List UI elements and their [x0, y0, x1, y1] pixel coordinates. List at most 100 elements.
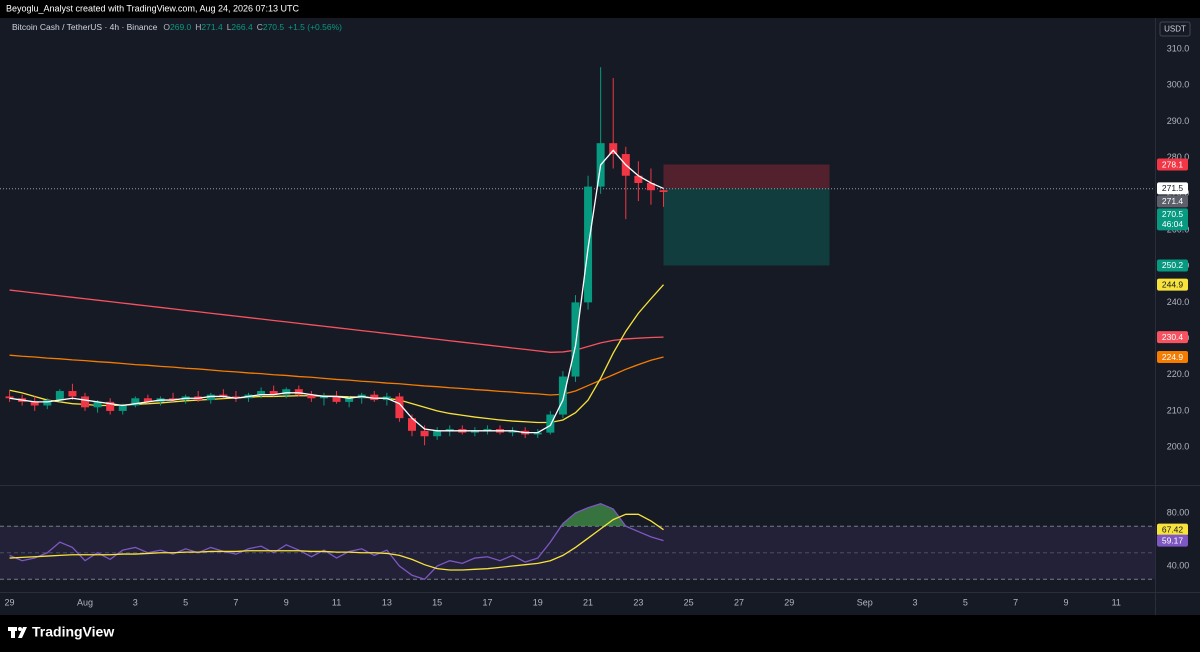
x-tick-label: 5	[183, 597, 188, 607]
brand: TradingView	[32, 624, 114, 640]
target-zone	[663, 188, 830, 266]
candle-body	[659, 190, 668, 193]
symbol: Bitcoin Cash / TetherUS · 4h · Binance	[12, 22, 158, 32]
ohlc-value: 266.4	[231, 22, 253, 32]
x-tick-label: 7	[233, 597, 238, 607]
price-tag	[1157, 331, 1188, 344]
candle-body	[307, 394, 316, 399]
x-tick-label: 9	[1063, 597, 1068, 607]
candle-body	[571, 302, 580, 377]
candle-body	[219, 394, 228, 397]
credit: Beyoglu_Analyst created with TradingView…	[6, 3, 300, 13]
header-band	[0, 0, 1200, 18]
candle-body	[106, 401, 115, 411]
candle-body	[634, 175, 643, 183]
x-tick-label: 9	[284, 597, 289, 607]
y-tick-label: 300.0	[1167, 80, 1190, 90]
candle-body	[370, 394, 379, 401]
price-tag	[1157, 195, 1188, 208]
price-tag-label: 278.1	[1162, 159, 1184, 169]
candle-body	[646, 182, 655, 191]
candle-body	[319, 396, 328, 399]
candle-body	[68, 391, 77, 397]
ohlc-value: 271.4	[201, 22, 223, 32]
candle-body	[169, 398, 178, 401]
line	[9, 289, 664, 353]
price-tag	[1157, 259, 1188, 272]
candle-body	[55, 391, 64, 401]
candle-body	[269, 391, 278, 395]
ohlc-label: O	[163, 22, 170, 32]
line	[9, 149, 664, 434]
x-tick-label: 29	[784, 597, 794, 607]
candle-body	[231, 396, 240, 399]
line	[9, 503, 664, 581]
ohlc-label: H	[195, 22, 201, 32]
price-tag-label: 270.5	[1162, 209, 1184, 219]
rsi-tag	[1157, 534, 1188, 547]
rsi-tick-label: 40.00	[1167, 560, 1190, 570]
candle-body	[282, 389, 291, 395]
candle-body	[609, 143, 618, 155]
x-tick-label: Aug	[77, 597, 93, 607]
candle-body	[533, 432, 542, 435]
x-tick-label: 21	[583, 597, 593, 607]
candle-body	[470, 430, 479, 433]
x-tick-label: 23	[633, 597, 643, 607]
price-tag-label: 250.2	[1162, 260, 1184, 270]
x-tick-label: 27	[734, 597, 744, 607]
y-tick-label: 310.0	[1167, 43, 1190, 53]
x-tick-label: 3	[913, 597, 918, 607]
axes: 29 Aug 3 5 7 9 11 13 15 17 19 21 23 25 27 29 Sep 3 5 7 9 11 20…	[5, 43, 1190, 607]
x-tick-label: 5	[963, 597, 968, 607]
price-tag	[1157, 158, 1188, 171]
x-tick-label: 11	[332, 597, 341, 607]
change: +1.5 (+0.56%)	[288, 22, 342, 32]
line	[9, 513, 664, 571]
rsi-tag-label: 67.42	[1162, 524, 1184, 534]
rsi-tag	[1157, 523, 1188, 536]
x-tick-label: 15	[432, 597, 442, 607]
x-tick-label: 25	[684, 597, 694, 607]
x-tick-label: 13	[382, 597, 392, 607]
candle-body	[30, 401, 39, 406]
price-tag	[1157, 278, 1188, 291]
line	[9, 354, 664, 396]
price-tag-label: 224.9	[1162, 352, 1184, 362]
rsi-tick-label: 80.00	[1167, 507, 1190, 517]
candle-body	[257, 391, 266, 395]
y-tick-label: 220.0	[1167, 369, 1190, 379]
candle-body	[143, 398, 152, 402]
candle-body	[345, 398, 354, 402]
price-tag-label: 271.5	[1162, 183, 1184, 193]
candle-body	[206, 394, 215, 401]
currency: USDT	[1164, 25, 1186, 34]
ohlc-label: C	[257, 22, 263, 32]
price-tag-label: 244.9	[1162, 279, 1184, 289]
ohlc-value: 269.0	[170, 22, 192, 32]
brand-logo	[8, 627, 27, 638]
y-tick-label: 290.0	[1167, 116, 1190, 126]
x-tick-label: 17	[482, 597, 492, 607]
ohlc-label: L	[227, 22, 232, 32]
price-tag	[1157, 208, 1188, 231]
y-tick-label: 240.0	[1167, 297, 1190, 307]
candle-body	[407, 418, 416, 431]
currency-box	[1159, 21, 1191, 37]
x-tick-label: 7	[1013, 597, 1018, 607]
x-tick-label: 3	[133, 597, 138, 607]
y-tick-label: 210.0	[1167, 405, 1190, 415]
candle-body	[294, 389, 303, 395]
candle-body	[546, 414, 555, 433]
candle-body	[558, 376, 567, 415]
candle-body	[81, 396, 90, 408]
candle-body	[332, 396, 341, 402]
candle-body	[508, 430, 517, 433]
price-tag	[1157, 351, 1188, 364]
candle-body	[118, 405, 127, 411]
legend: Bitcoin Cash / TetherUS · 4h · Binance O2…	[12, 22, 342, 32]
rsi-tag-label: 59.17	[1162, 535, 1184, 545]
footer-band	[0, 615, 1200, 652]
